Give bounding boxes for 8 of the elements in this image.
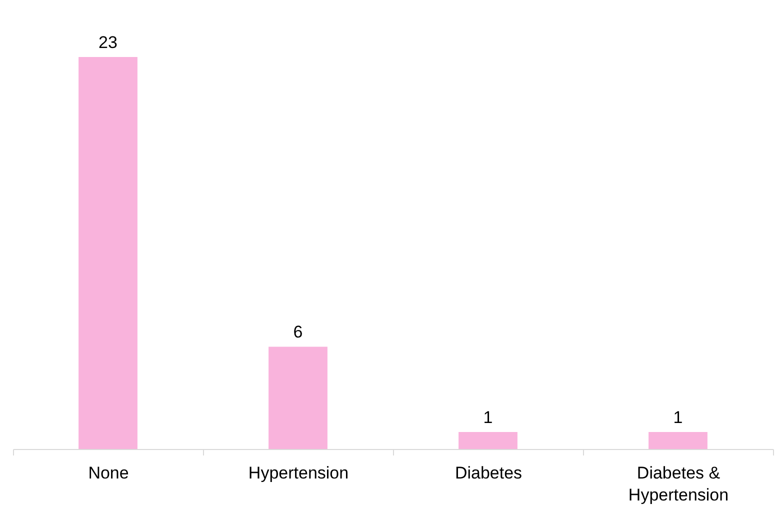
data-label: 1	[673, 408, 683, 427]
x-tick-label: None	[88, 464, 129, 482]
x-tick-label: Hypertension	[248, 464, 349, 482]
data-label: 23	[98, 33, 118, 52]
x-tick-label: Diabetes & Hypertension	[628, 464, 729, 504]
x-tick-label: Diabetes	[454, 464, 522, 482]
data-label: 6	[293, 322, 303, 342]
data-label: 1	[483, 408, 493, 427]
